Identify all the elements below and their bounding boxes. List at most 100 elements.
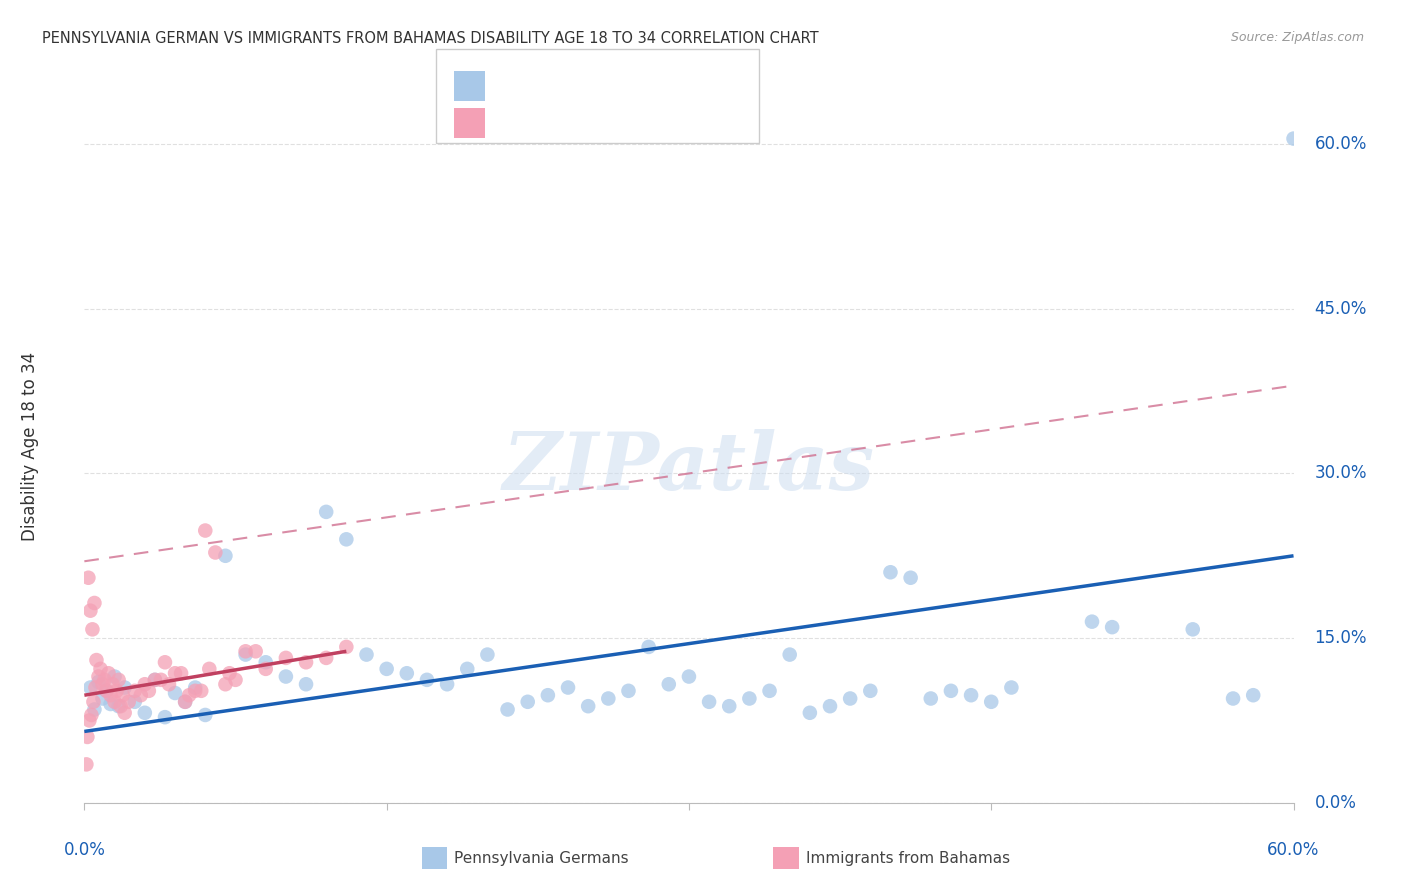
Point bbox=[678, 669, 700, 683]
Point bbox=[190, 683, 212, 698]
Text: R =: R = bbox=[494, 77, 530, 95]
Point bbox=[758, 683, 780, 698]
Point bbox=[93, 673, 115, 687]
Point bbox=[79, 714, 101, 728]
Point bbox=[859, 683, 882, 698]
Point bbox=[174, 695, 197, 709]
Point bbox=[315, 651, 337, 665]
Point bbox=[75, 757, 97, 772]
Point bbox=[79, 604, 101, 618]
Point bbox=[104, 669, 127, 683]
Point bbox=[157, 677, 180, 691]
Point bbox=[179, 688, 201, 702]
Point bbox=[87, 675, 110, 690]
Point bbox=[225, 673, 247, 687]
Point bbox=[86, 653, 108, 667]
Text: 15.0%: 15.0% bbox=[1315, 629, 1367, 647]
Text: 60.0%: 60.0% bbox=[1315, 135, 1367, 153]
Point bbox=[174, 695, 197, 709]
Point bbox=[254, 655, 277, 669]
Point bbox=[456, 662, 478, 676]
Point bbox=[1101, 620, 1123, 634]
Point bbox=[1081, 615, 1104, 629]
Point bbox=[920, 691, 942, 706]
Point bbox=[87, 669, 110, 683]
Point bbox=[416, 673, 439, 687]
Point bbox=[477, 648, 499, 662]
Point bbox=[214, 549, 236, 563]
Point bbox=[134, 706, 156, 720]
Text: Immigrants from Bahamas: Immigrants from Bahamas bbox=[806, 851, 1010, 865]
Point bbox=[1181, 623, 1204, 637]
Point bbox=[83, 702, 105, 716]
Point bbox=[900, 571, 922, 585]
Point bbox=[537, 688, 560, 702]
Point bbox=[165, 686, 187, 700]
Text: R =: R = bbox=[494, 114, 530, 132]
Point bbox=[315, 505, 337, 519]
Text: Pennsylvania Germans: Pennsylvania Germans bbox=[454, 851, 628, 865]
Point bbox=[598, 691, 620, 706]
Point bbox=[143, 673, 166, 687]
Point bbox=[335, 533, 357, 547]
Point bbox=[516, 695, 538, 709]
Point bbox=[134, 677, 156, 691]
Point bbox=[356, 648, 378, 662]
Text: 0.0%: 0.0% bbox=[63, 841, 105, 859]
Point bbox=[170, 666, 193, 681]
Point bbox=[799, 706, 821, 720]
Point bbox=[149, 673, 172, 687]
Point bbox=[89, 662, 111, 676]
Point bbox=[235, 644, 257, 658]
Text: N =: N = bbox=[589, 114, 626, 132]
Point bbox=[1241, 688, 1264, 702]
Point bbox=[576, 699, 599, 714]
Point bbox=[153, 710, 176, 724]
Point bbox=[77, 571, 100, 585]
Point bbox=[153, 655, 176, 669]
Point bbox=[235, 648, 257, 662]
Text: 53: 53 bbox=[628, 114, 651, 132]
Point bbox=[76, 730, 98, 744]
Point bbox=[138, 683, 160, 698]
Text: ZIPatlas: ZIPatlas bbox=[503, 429, 875, 506]
Point bbox=[198, 662, 221, 676]
Text: 30.0%: 30.0% bbox=[1315, 465, 1367, 483]
Text: 0.0%: 0.0% bbox=[1315, 794, 1357, 812]
Point bbox=[738, 691, 761, 706]
Text: PENNSYLVANIA GERMAN VS IMMIGRANTS FROM BAHAMAS DISABILITY AGE 18 TO 34 CORRELATI: PENNSYLVANIA GERMAN VS IMMIGRANTS FROM B… bbox=[42, 31, 818, 46]
Point bbox=[204, 545, 226, 559]
Point bbox=[335, 640, 357, 654]
Text: 0.281: 0.281 bbox=[533, 114, 585, 132]
Point bbox=[107, 673, 129, 687]
Point bbox=[637, 640, 659, 654]
Point bbox=[218, 666, 240, 681]
Text: Source: ZipAtlas.com: Source: ZipAtlas.com bbox=[1230, 31, 1364, 45]
Point bbox=[101, 677, 124, 691]
Point bbox=[105, 683, 128, 698]
Point bbox=[658, 677, 681, 691]
Point bbox=[143, 673, 166, 687]
Text: N =: N = bbox=[589, 77, 626, 95]
Point bbox=[1282, 131, 1305, 145]
Point bbox=[91, 691, 114, 706]
Point bbox=[184, 681, 207, 695]
Point bbox=[1222, 691, 1244, 706]
Point bbox=[980, 695, 1002, 709]
Point bbox=[184, 683, 207, 698]
Point bbox=[79, 681, 101, 695]
Point bbox=[274, 651, 297, 665]
Point bbox=[295, 655, 318, 669]
Point bbox=[111, 688, 134, 702]
Point bbox=[375, 662, 398, 676]
Point bbox=[100, 697, 122, 711]
Point bbox=[80, 708, 103, 723]
Point bbox=[97, 666, 120, 681]
Point bbox=[617, 683, 640, 698]
Point bbox=[879, 566, 901, 580]
Point bbox=[245, 644, 267, 658]
Point bbox=[194, 708, 217, 723]
Text: 63: 63 bbox=[628, 77, 651, 95]
Point bbox=[214, 677, 236, 691]
Point bbox=[295, 677, 318, 691]
